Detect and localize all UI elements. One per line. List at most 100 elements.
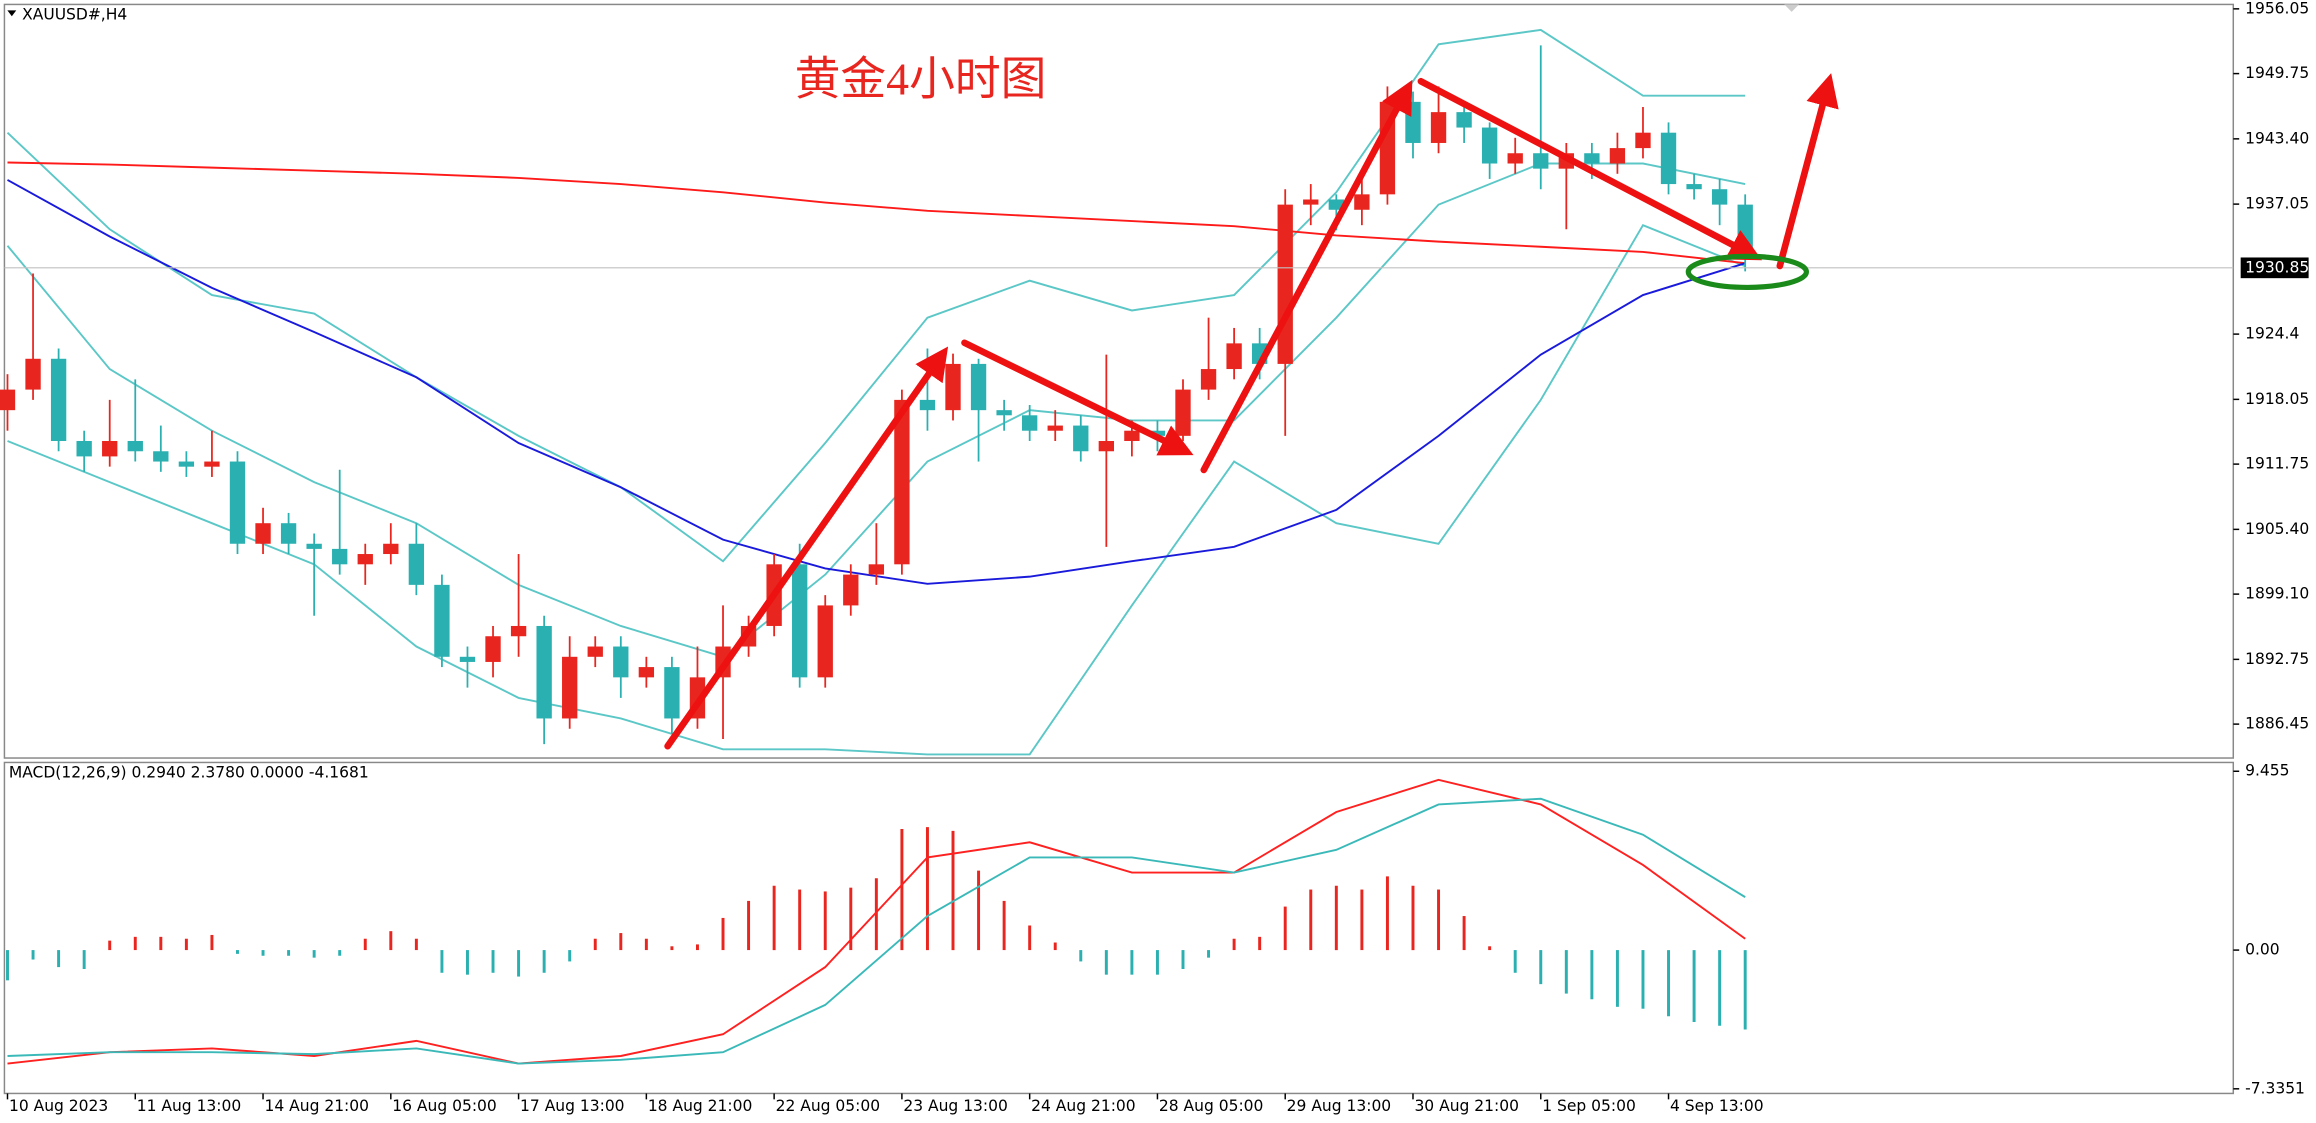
candle-body	[1533, 153, 1549, 169]
candle-body	[1098, 440, 1115, 452]
candle-body	[1686, 184, 1702, 190]
candle-body	[1609, 148, 1626, 164]
x-tick-label: 16 Aug 05:00	[392, 1097, 496, 1115]
candle-body	[1226, 343, 1242, 370]
symbol-label: XAUUSD#,H4	[22, 5, 127, 23]
y-tick-label: 1924.4	[2245, 325, 2299, 343]
candle-body	[638, 667, 655, 678]
arrow	[1200, 79, 1413, 474]
candle-body	[1635, 132, 1651, 149]
x-tick-label: 23 Aug 13:00	[903, 1097, 1007, 1115]
candle-body	[843, 574, 859, 606]
candle-body	[1354, 194, 1370, 210]
candle-body	[919, 399, 936, 411]
candle-body	[383, 543, 399, 555]
annotations	[664, 73, 1839, 750]
arrow	[1776, 73, 1839, 270]
y-tick-label: 1911.75	[2245, 455, 2309, 473]
x-tick-label: 4 Sep 13:00	[1670, 1097, 1764, 1115]
candle-body	[510, 625, 527, 637]
candle-body	[306, 543, 322, 549]
x-tick-label: 10 Aug 2023	[9, 1097, 108, 1115]
y-tick-label: 1918.05	[2245, 390, 2309, 408]
candle-body	[408, 543, 425, 585]
price-panel	[3, 3, 2235, 759]
x-tick-label: 22 Aug 05:00	[776, 1097, 880, 1115]
last-price-box	[2240, 257, 2309, 279]
menu-icon	[7, 10, 17, 17]
macd-panel	[3, 761, 2235, 1095]
candle-body	[894, 399, 910, 565]
candle-body	[1507, 153, 1523, 164]
candle-body	[332, 548, 348, 565]
candle-body	[868, 564, 885, 575]
candle-body	[1303, 199, 1319, 205]
y-tick-label: 0.00	[2245, 941, 2280, 959]
candle-body	[1711, 189, 1728, 205]
candle-body	[1047, 425, 1063, 431]
candle-body	[613, 646, 629, 678]
y-tick-label: 1943.40	[2245, 129, 2309, 147]
arrow	[961, 339, 1194, 456]
y-tick-label: 1956.05	[2245, 0, 2309, 17]
indicator-line	[6, 28, 1746, 563]
x-tick-label: 11 Aug 13:00	[137, 1097, 241, 1115]
arrow	[1417, 77, 1763, 261]
x-tick-label: 1 Sep 05:00	[1542, 1097, 1636, 1115]
candle-body	[102, 440, 118, 457]
candle-body	[1405, 101, 1421, 143]
candle-body	[204, 461, 220, 467]
candle-body	[945, 363, 961, 411]
candle-body	[1481, 127, 1498, 164]
arrow	[664, 346, 949, 750]
candle-body	[1328, 199, 1344, 210]
y-tick-label: 1937.05	[2245, 195, 2309, 213]
candle-body	[996, 410, 1012, 416]
candle-body	[1124, 430, 1140, 441]
y-tick-label: 1905.40	[2245, 520, 2309, 538]
indicator-line	[7, 161, 1746, 265]
y-tick-label: 1949.75	[2245, 64, 2309, 82]
candle-body	[1073, 425, 1089, 452]
candle-body	[1660, 132, 1677, 185]
x-tick-label: 29 Aug 13:00	[1287, 1097, 1391, 1115]
x-tick-label: 17 Aug 13:00	[520, 1097, 624, 1115]
candle-body	[255, 523, 271, 544]
x-tick-label: 30 Aug 21:00	[1414, 1097, 1518, 1115]
candle-body	[1022, 415, 1038, 431]
x-tick-label: 28 Aug 05:00	[1159, 1097, 1263, 1115]
y-tick-label: 1892.75	[2245, 650, 2309, 668]
indicator-line	[7, 223, 1746, 756]
candle-body	[817, 605, 833, 678]
candle-body	[280, 523, 297, 544]
macd-line	[7, 797, 1746, 1065]
candle-body	[127, 440, 143, 452]
shift-marker	[1784, 4, 1800, 12]
candle-body	[50, 358, 67, 441]
y-tick-label: 9.455	[2245, 762, 2289, 780]
candle-body	[0, 389, 16, 411]
last-price-label: 1930.85	[2245, 258, 2309, 276]
y-tick-label: -7.3351	[2245, 1079, 2305, 1097]
candle-body	[1456, 112, 1472, 128]
y-tick-label: 1899.10	[2245, 585, 2309, 603]
candle-body	[485, 636, 501, 662]
x-tick-label: 24 Aug 21:00	[1031, 1097, 1135, 1115]
indicator-line	[6, 162, 1746, 658]
x-tick-label: 18 Aug 21:00	[648, 1097, 752, 1115]
candle-body	[1175, 389, 1191, 436]
candle-body	[1277, 204, 1293, 364]
candle-body	[1584, 153, 1600, 164]
candle-body	[434, 584, 450, 657]
candle-body	[536, 625, 552, 719]
chart-title: 黄金4小时图	[795, 54, 1047, 105]
highlight-ellipse	[1685, 253, 1810, 290]
candle-body	[1200, 369, 1217, 390]
y-tick-label: 1886.45	[2245, 715, 2309, 733]
macd-label: MACD(12,26,9) 0.2940 2.3780 0.0000 -4.16…	[9, 763, 369, 781]
candle-body	[178, 461, 195, 467]
candle-body	[1430, 112, 1447, 143]
candle-body	[25, 358, 41, 390]
